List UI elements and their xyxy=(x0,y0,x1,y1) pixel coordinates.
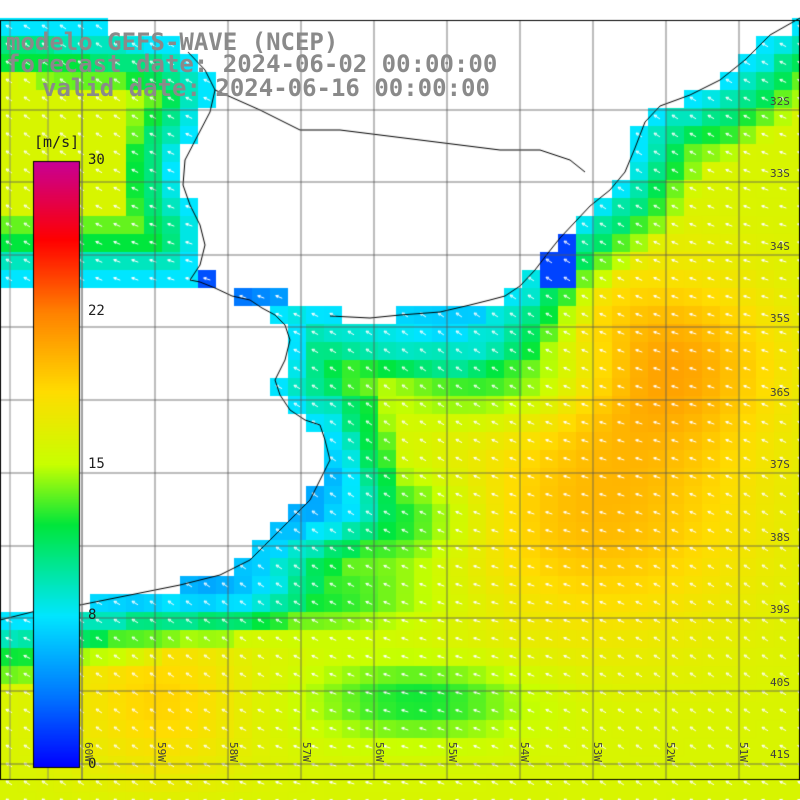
title-valid-date: valid date: 2024-06-16 00:00:00 xyxy=(42,74,490,102)
lat-label-40s: 40S xyxy=(770,676,790,689)
colorbar-tick-30: 30 xyxy=(88,152,105,168)
lat-label-35s: 35S xyxy=(770,312,790,325)
lon-label-60w: 60W xyxy=(82,742,95,762)
lon-label-53w: 53W xyxy=(591,742,604,762)
lat-label-39s: 39S xyxy=(770,603,790,616)
lon-label-55w: 55W xyxy=(446,742,459,762)
colorbar-tick-8: 8 xyxy=(88,607,97,623)
lat-label-33s: 33S xyxy=(770,167,790,180)
colorbar-unit: [m/s] xyxy=(34,133,80,151)
lat-label-34s: 34S xyxy=(770,240,790,253)
colorbar-tick-0: 0 xyxy=(88,756,97,772)
lon-label-56w: 56W xyxy=(373,742,386,762)
lon-label-57w: 57W xyxy=(300,742,313,762)
lat-label-36s: 36S xyxy=(770,386,790,399)
lat-label-37s: 37S xyxy=(770,458,790,471)
lat-label-32s: 32S xyxy=(770,95,790,108)
lat-label-41s: 41S xyxy=(770,748,790,761)
title-model: modelo GEFS-WAVE (NCEP) xyxy=(6,28,339,56)
lon-label-51w: 51W xyxy=(737,742,750,762)
colorbar-tick-15: 15 xyxy=(88,456,105,472)
lon-label-52w: 52W xyxy=(664,742,677,762)
lon-label-59w: 59W xyxy=(155,742,168,762)
lat-label-38s: 38S xyxy=(770,531,790,544)
lon-label-54w: 54W xyxy=(518,742,531,762)
colorbar-tick-22: 22 xyxy=(88,303,105,319)
title-forecast-date: forecast date: 2024-06-02 00:00:00 xyxy=(6,50,498,78)
lon-label-58w: 58W xyxy=(227,742,240,762)
